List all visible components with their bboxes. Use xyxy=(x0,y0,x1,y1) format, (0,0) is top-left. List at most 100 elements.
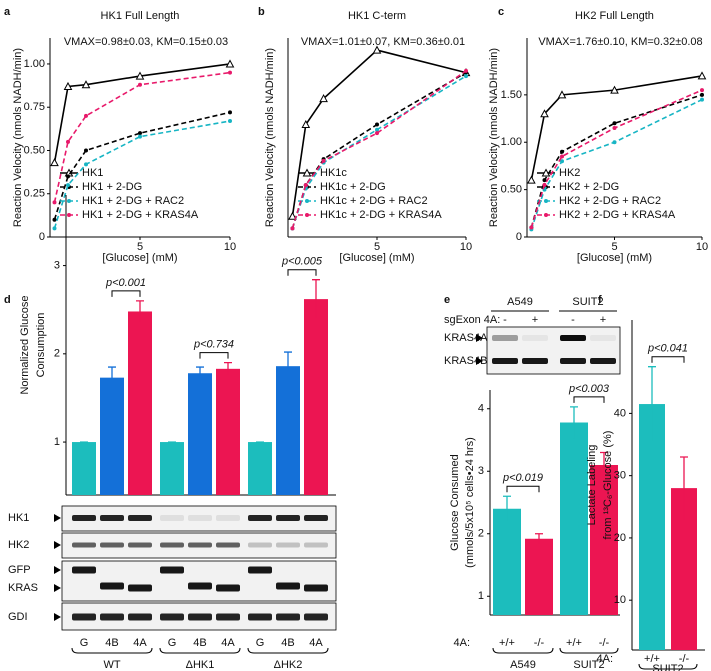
blot-band xyxy=(72,566,96,574)
blot-band xyxy=(100,515,124,521)
blot-band xyxy=(276,582,300,590)
y-axis-label: Lactate Labeling xyxy=(586,445,598,526)
x-axis-label: [Glucose] (mM) xyxy=(102,252,177,264)
error-bar xyxy=(648,366,656,442)
blot-band xyxy=(128,515,152,521)
bar xyxy=(216,368,240,495)
blot-label: GDI xyxy=(8,611,28,623)
category-label: G xyxy=(80,637,89,649)
y-tick-label: 30 xyxy=(614,470,626,482)
blot-band xyxy=(590,358,616,364)
blot-band xyxy=(304,613,328,621)
legend-marker xyxy=(305,213,309,217)
data-point xyxy=(138,131,142,136)
blot-band xyxy=(72,613,96,621)
y-axis-label: from ¹³C₆-Glucose (%) xyxy=(602,431,614,540)
legend-label: HK1c xyxy=(320,167,347,179)
blot-lane: - xyxy=(571,314,575,326)
group-label: A549 xyxy=(510,659,536,671)
category-label: +/+ xyxy=(644,653,660,665)
blot-band xyxy=(216,613,240,621)
data-point xyxy=(290,226,295,231)
y-tick-label: 2 xyxy=(54,348,60,360)
blot-band xyxy=(276,613,300,621)
significance-label: p<0.001 xyxy=(105,277,146,289)
y-tick-label: 3 xyxy=(54,259,60,271)
error-bar xyxy=(600,451,608,478)
x-axis-label: [Glucose] (mM) xyxy=(339,252,414,264)
category-label: -/- xyxy=(679,653,690,665)
significance-bracket xyxy=(506,485,540,493)
blot-band xyxy=(304,515,328,521)
data-point xyxy=(138,82,142,87)
data-point xyxy=(303,183,308,188)
data-point xyxy=(84,162,88,167)
y-axis-label: Glucose Consumed xyxy=(449,454,461,551)
error-bar xyxy=(196,366,204,380)
data-point xyxy=(375,127,379,132)
data-point xyxy=(321,158,326,163)
data-point xyxy=(81,80,91,89)
chart-title: HK2 Full Length xyxy=(575,10,654,22)
bar xyxy=(72,442,96,495)
bar xyxy=(560,422,588,615)
blot-band xyxy=(128,613,152,621)
blot-band xyxy=(216,584,240,592)
bar xyxy=(188,373,212,495)
error-bar xyxy=(108,366,116,389)
group-label: ΔHK1 xyxy=(186,659,215,671)
blot-band xyxy=(522,358,548,364)
blot-band xyxy=(304,584,328,592)
significance-bracket xyxy=(199,352,229,359)
group-label: SUIT2 xyxy=(573,659,604,671)
group-bracket xyxy=(559,647,619,654)
data-point xyxy=(63,81,73,90)
significance-bracket xyxy=(287,269,317,276)
y-axis-label: Reaction Velocity (nmols NADH/min) xyxy=(488,48,500,227)
y-tick-label: 1 xyxy=(54,436,60,448)
legend-marker xyxy=(544,199,548,203)
y-tick-label: 2 xyxy=(478,528,484,540)
blot-band xyxy=(188,613,212,621)
x-tick-label: 10 xyxy=(224,241,236,253)
error-bar xyxy=(680,456,688,520)
panel-letter: c xyxy=(498,6,504,18)
legend-label: HK1 + 2-DG + RAC2 xyxy=(82,195,184,207)
legend-label: HK1 + 2-DG + KRAS4A xyxy=(82,209,199,221)
blot-band xyxy=(100,582,124,590)
group-label: SUIT2 xyxy=(652,663,683,671)
data-point xyxy=(527,175,536,184)
y-tick-label: 0.50 xyxy=(501,184,522,196)
data-point xyxy=(375,122,379,127)
blot-band xyxy=(188,582,212,590)
y-tick-label: 0.25 xyxy=(24,188,45,200)
bar xyxy=(493,508,521,615)
bar xyxy=(100,377,124,495)
panel-letter: d xyxy=(4,294,11,306)
x-axis-label: [Glucose] (mM) xyxy=(577,252,652,264)
category-label: +/+ xyxy=(566,637,582,649)
legend-marker xyxy=(305,199,309,203)
y-tick-label: 1 xyxy=(478,590,484,602)
blot-band xyxy=(128,584,152,592)
data-point xyxy=(700,92,704,97)
blot-band xyxy=(160,613,184,621)
category-label: 4A xyxy=(309,637,323,649)
data-point xyxy=(540,109,549,118)
data-point xyxy=(66,174,70,179)
group-bracket xyxy=(638,663,698,670)
category-axis-label: 4A: xyxy=(596,653,613,665)
significance-label: p<0.019 xyxy=(502,472,543,484)
blot-band xyxy=(72,515,96,521)
data-point xyxy=(700,97,704,102)
blot-label: HK2 xyxy=(8,539,29,551)
y-tick-label: 1.00 xyxy=(24,58,45,70)
blot-band xyxy=(522,335,548,341)
category-label: G xyxy=(168,637,177,649)
blot-band xyxy=(128,542,152,548)
y-axis-label: Reaction Velocity (nmols NADH/min) xyxy=(12,48,24,227)
data-point xyxy=(612,140,617,145)
blot-arrow xyxy=(476,357,483,365)
y-tick-label: 4 xyxy=(478,403,484,415)
